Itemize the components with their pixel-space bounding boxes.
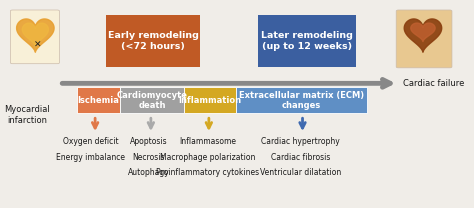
Bar bbox=[77, 88, 119, 113]
Text: Cardiac hypertrophy: Cardiac hypertrophy bbox=[261, 137, 340, 146]
Text: Ischemia: Ischemia bbox=[78, 96, 119, 105]
Text: Macrophage polarization: Macrophage polarization bbox=[160, 152, 255, 162]
Text: Oxygen deficit: Oxygen deficit bbox=[63, 137, 118, 146]
Bar bbox=[236, 88, 367, 113]
FancyBboxPatch shape bbox=[396, 10, 452, 68]
Polygon shape bbox=[17, 19, 54, 52]
Text: Energy imbalance: Energy imbalance bbox=[56, 152, 125, 162]
Text: ✕: ✕ bbox=[34, 41, 41, 50]
Bar bbox=[184, 88, 236, 113]
Bar bbox=[119, 88, 184, 113]
Polygon shape bbox=[22, 23, 48, 46]
FancyBboxPatch shape bbox=[10, 10, 59, 64]
Bar bbox=[106, 15, 200, 67]
Text: Extracellular matrix (ECM)
changes: Extracellular matrix (ECM) changes bbox=[239, 91, 364, 110]
Text: Autophagy: Autophagy bbox=[128, 168, 170, 177]
Text: Myocardial
infarction: Myocardial infarction bbox=[4, 105, 50, 125]
Text: Apoptosis: Apoptosis bbox=[130, 137, 167, 146]
Text: Inflammation: Inflammation bbox=[178, 96, 242, 105]
Text: Inflammasome: Inflammasome bbox=[180, 137, 237, 146]
Text: Proinflammatory cytokines: Proinflammatory cytokines bbox=[156, 168, 260, 177]
Polygon shape bbox=[404, 19, 442, 52]
Text: Cardiomyocyte
death: Cardiomyocyte death bbox=[117, 91, 188, 110]
Text: Early remodeling
(<72 hours): Early remodeling (<72 hours) bbox=[108, 31, 199, 51]
Text: Cardiac failure: Cardiac failure bbox=[403, 79, 464, 88]
Bar bbox=[258, 15, 356, 67]
Text: Later remodeling
(up to 12 weeks): Later remodeling (up to 12 weeks) bbox=[261, 31, 353, 51]
Polygon shape bbox=[411, 23, 435, 41]
Text: Necrosis: Necrosis bbox=[132, 152, 165, 162]
Text: Ventricular dilatation: Ventricular dilatation bbox=[260, 168, 341, 177]
Text: Cardiac fibrosis: Cardiac fibrosis bbox=[271, 152, 330, 162]
